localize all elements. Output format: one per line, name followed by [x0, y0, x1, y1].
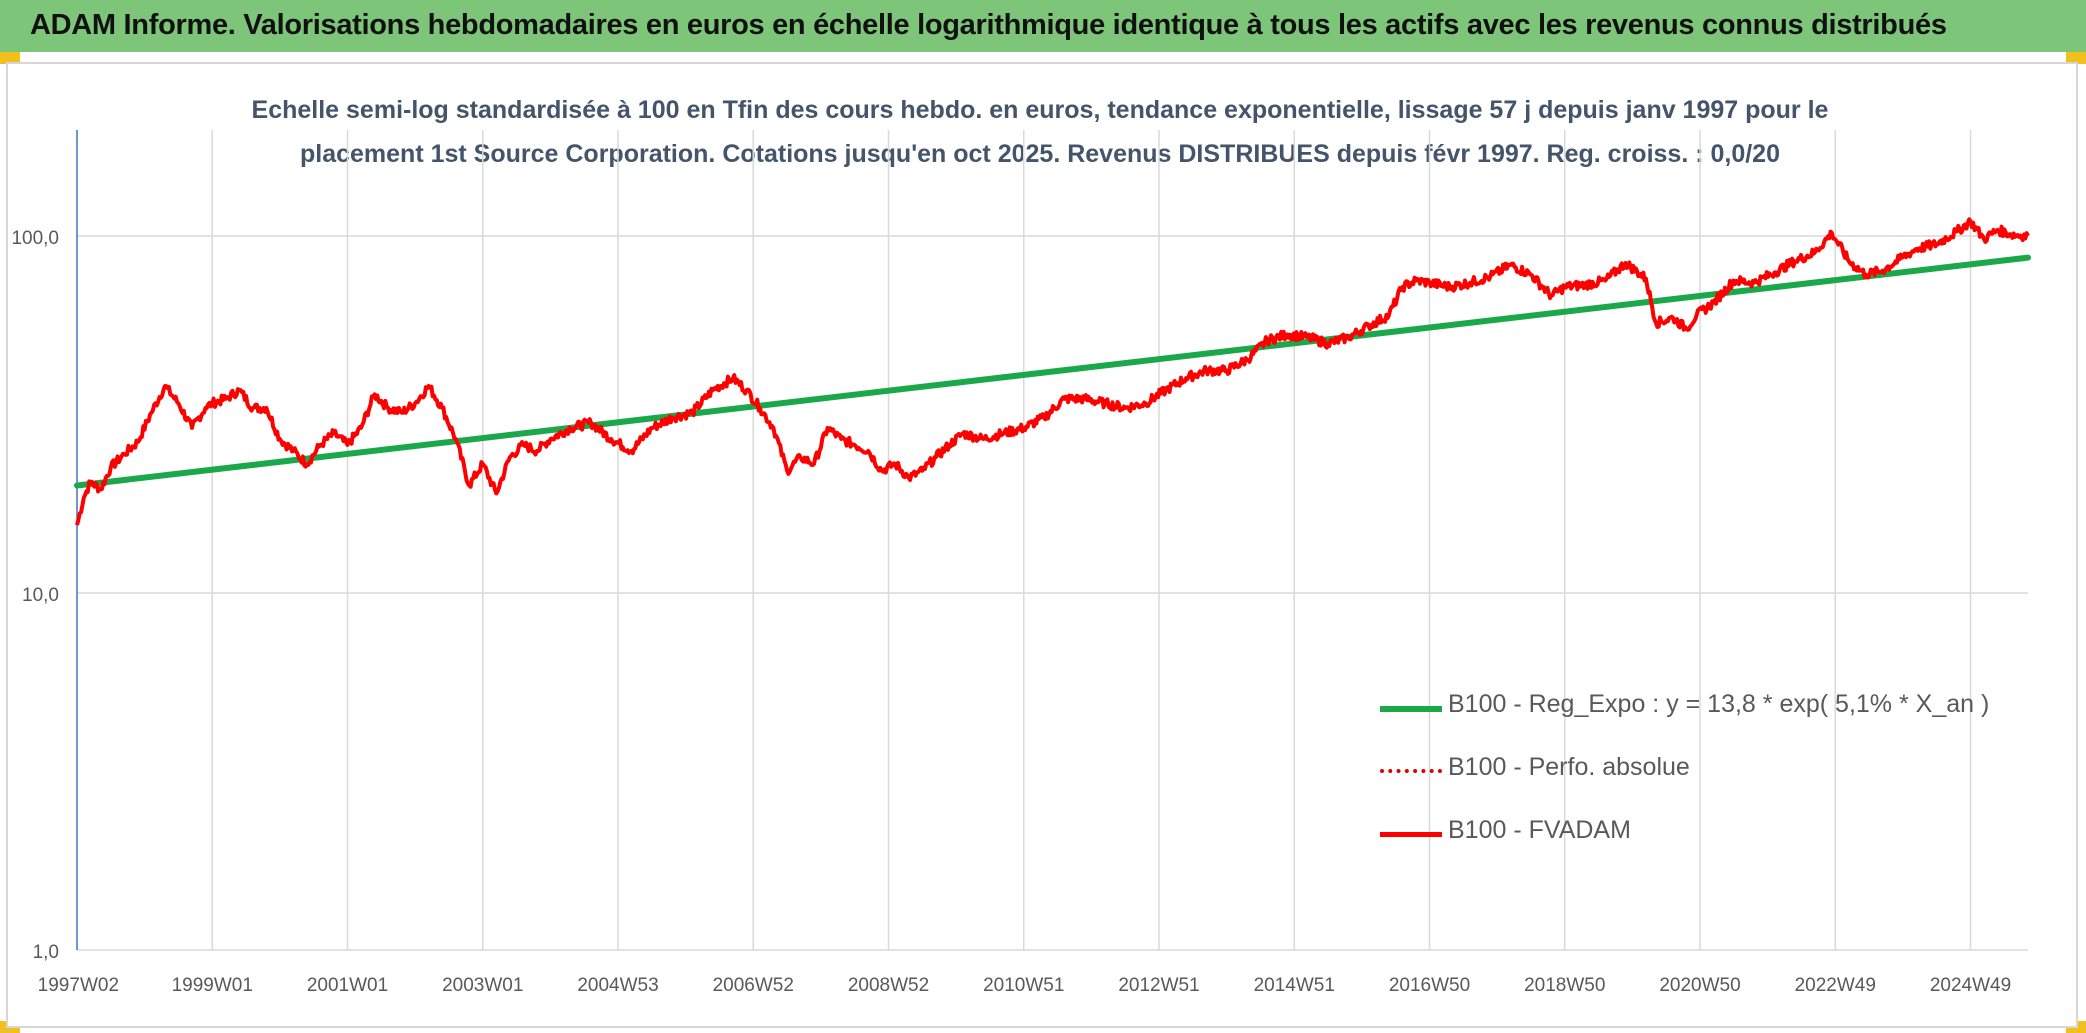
chart-title-line-1: Echelle semi-log standardisée à 100 en T… — [251, 96, 1829, 124]
series-trend-line — [74, 254, 2031, 489]
legend-swatch-fvadam — [1380, 832, 1442, 837]
banner-title: ADAM Informe. Valorisations hebdomadaire… — [30, 9, 1947, 41]
x-tick-label: 2022W49 — [1795, 975, 1876, 996]
chart-title-line-2: placement 1st Source Corporation. Cotati… — [300, 140, 1780, 168]
x-tick-label: 2008W52 — [848, 975, 929, 996]
x-tick-label: 2003W01 — [442, 975, 523, 996]
x-tick-label: 2012W51 — [1118, 975, 1199, 996]
series-fvadam-line — [75, 217, 2030, 526]
x-tick-label: 1997W02 — [38, 975, 119, 996]
y-tick-label: 100,0 — [11, 228, 59, 249]
x-tick-label: 2024W49 — [1930, 975, 2011, 996]
x-tick-label: 2001W01 — [307, 975, 388, 996]
legend-label-perfo: B100 - Perfo. absolue — [1448, 753, 1690, 781]
legend-swatch-trend — [1380, 706, 1442, 712]
chart-title: Echelle semi-log standardisée à 100 en T… — [200, 88, 1880, 176]
x-tick-label: 2006W52 — [713, 975, 794, 996]
x-tick-label: 2010W51 — [983, 975, 1064, 996]
legend-label-trend: B100 - Reg_Expo : y = 13,8 * exp( 5,1% *… — [1448, 690, 1990, 718]
x-tick-label: 2016W50 — [1389, 975, 1470, 996]
chart-frame — [6, 62, 2078, 1028]
top-banner: ADAM Informe. Valorisations hebdomadaire… — [0, 0, 2086, 52]
x-tick-label: 1999W01 — [172, 975, 253, 996]
legend-label-fvadam: B100 - FVADAM — [1448, 816, 1631, 844]
legend-swatch-perfo — [1380, 769, 1442, 773]
x-tick-label: 2020W50 — [1659, 975, 1740, 996]
x-tick-label: 2004W53 — [577, 975, 658, 996]
y-tick-label: 1,0 — [33, 942, 59, 963]
x-tick-label: 2014W51 — [1254, 975, 1335, 996]
corner-mark-right — [2066, 52, 2086, 64]
y-tick-label: 10,0 — [22, 585, 59, 606]
x-tick-label: 2018W50 — [1524, 975, 1605, 996]
corner-mark-left — [0, 52, 20, 64]
